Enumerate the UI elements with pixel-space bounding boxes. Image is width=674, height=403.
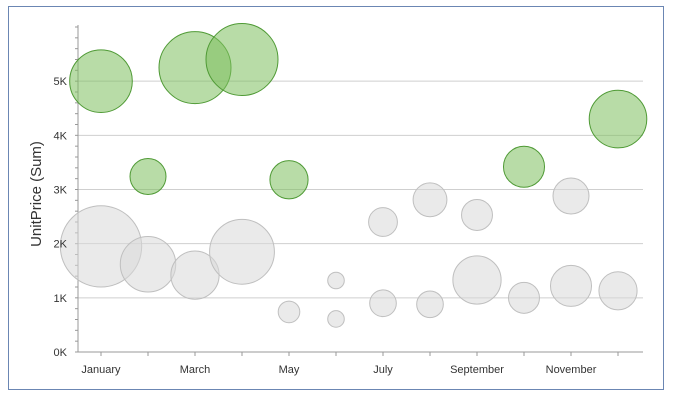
bubble-other[interactable] xyxy=(327,271,345,290)
y-tick-label: 3K xyxy=(54,185,68,197)
bubble-other[interactable] xyxy=(598,271,638,311)
y-axis-title: UnitPrice (Sum) xyxy=(28,141,45,247)
bubble-other[interactable] xyxy=(461,198,493,231)
bubble-highlight[interactable] xyxy=(269,160,309,200)
chart-frame: 0K 1K 2K 3K 4K 5K January March May July September… xyxy=(8,6,664,390)
tick-labels: 0K 1K 2K 3K 4K 5K January March May July September… xyxy=(54,76,597,376)
bubble-highlight[interactable] xyxy=(205,23,279,96)
y-tick-label: 1K xyxy=(54,293,68,305)
bubble-highlight[interactable] xyxy=(129,158,167,195)
bubble-other[interactable] xyxy=(369,289,397,318)
bubble-highlight[interactable] xyxy=(69,49,133,113)
bubble-other[interactable] xyxy=(416,290,444,319)
bubble-highlight[interactable] xyxy=(588,89,648,149)
x-tick-label: May xyxy=(279,364,300,376)
grid-lines xyxy=(78,80,643,353)
bubble-chart: 0K 1K 2K 3K 4K 5K January March May July September… xyxy=(28,23,648,376)
bubble-other[interactable] xyxy=(277,300,301,324)
x-tick-label: March xyxy=(180,364,211,376)
bubble-other[interactable] xyxy=(209,218,275,285)
bubble-other[interactable] xyxy=(452,255,502,305)
y-tick-label: 5K xyxy=(54,76,68,88)
bubble-other[interactable] xyxy=(119,236,177,293)
bubble-other[interactable] xyxy=(412,182,448,218)
y-tick-label: 2K xyxy=(54,239,68,251)
bubble-other[interactable] xyxy=(508,281,540,314)
bubble-highlight[interactable] xyxy=(502,145,546,188)
bubble-other[interactable] xyxy=(327,310,345,328)
bubbles xyxy=(59,23,648,328)
x-tick-label: September xyxy=(450,364,504,376)
x-tick-label: November xyxy=(546,364,597,376)
bubble-other[interactable] xyxy=(552,177,590,215)
x-tick-label: July xyxy=(373,364,393,376)
x-tick-label: January xyxy=(81,364,121,376)
bubble-other[interactable] xyxy=(549,264,593,307)
bubble-other[interactable] xyxy=(368,207,398,237)
y-tick-label: 4K xyxy=(54,130,68,142)
y-tick-label: 0K xyxy=(54,347,68,359)
